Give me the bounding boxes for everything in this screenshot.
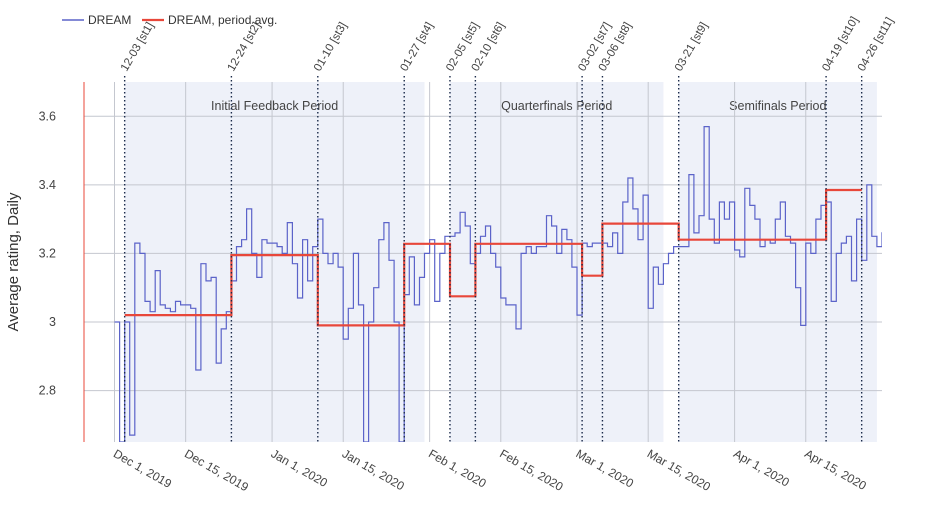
y-tick-label: 3.4 (39, 178, 56, 192)
x-tick-label: Apr 1, 2020 (731, 446, 792, 489)
period-label: Quarterfinals Period (501, 99, 612, 113)
y-tick-label: 2.8 (39, 384, 56, 398)
x-tick-label: Mar 1, 2020 (574, 446, 637, 490)
stage-marker-label: 03-21 [st9] (673, 20, 711, 73)
stage-marker-label: 12-03 [st1] (119, 20, 157, 73)
x-tick-label: Dec 1, 2019 (111, 446, 174, 491)
period-band (125, 82, 425, 442)
x-tick-label: Apr 15, 2020 (802, 446, 869, 493)
period-band (450, 82, 663, 442)
x-tick-label: Feb 15, 2020 (497, 446, 566, 494)
y-tick-label: 3.6 (39, 109, 56, 123)
x-tick-label: Dec 15, 2019 (182, 446, 251, 494)
legend-label[interactable]: DREAM, period avg. (168, 13, 277, 27)
stage-marker-label: 04-19 [st10] (820, 15, 861, 74)
stage-marker-label: 12-24 [st2] (226, 20, 264, 73)
stage-marker-label: 01-27 [st4] (398, 20, 436, 73)
stage-marker-label: 04-26 [st11] (856, 16, 896, 74)
y-tick-label: 3.2 (39, 246, 56, 260)
period-band (679, 82, 877, 442)
stage-marker-label: 01-10 [st3] (312, 20, 350, 73)
period-label: Initial Feedback Period (211, 99, 338, 113)
y-axis-title: Average rating, Daily (5, 192, 22, 331)
legend-label[interactable]: DREAM (88, 13, 131, 27)
y-tick-label: 3 (49, 315, 56, 329)
x-tick-label: Jan 1, 2020 (269, 446, 331, 490)
x-tick-label: Feb 1, 2020 (426, 446, 489, 490)
x-tick-label: Mar 15, 2020 (645, 446, 714, 494)
x-tick-label: Jan 15, 2020 (340, 446, 407, 493)
period-label: Semifinals Period (729, 99, 826, 113)
